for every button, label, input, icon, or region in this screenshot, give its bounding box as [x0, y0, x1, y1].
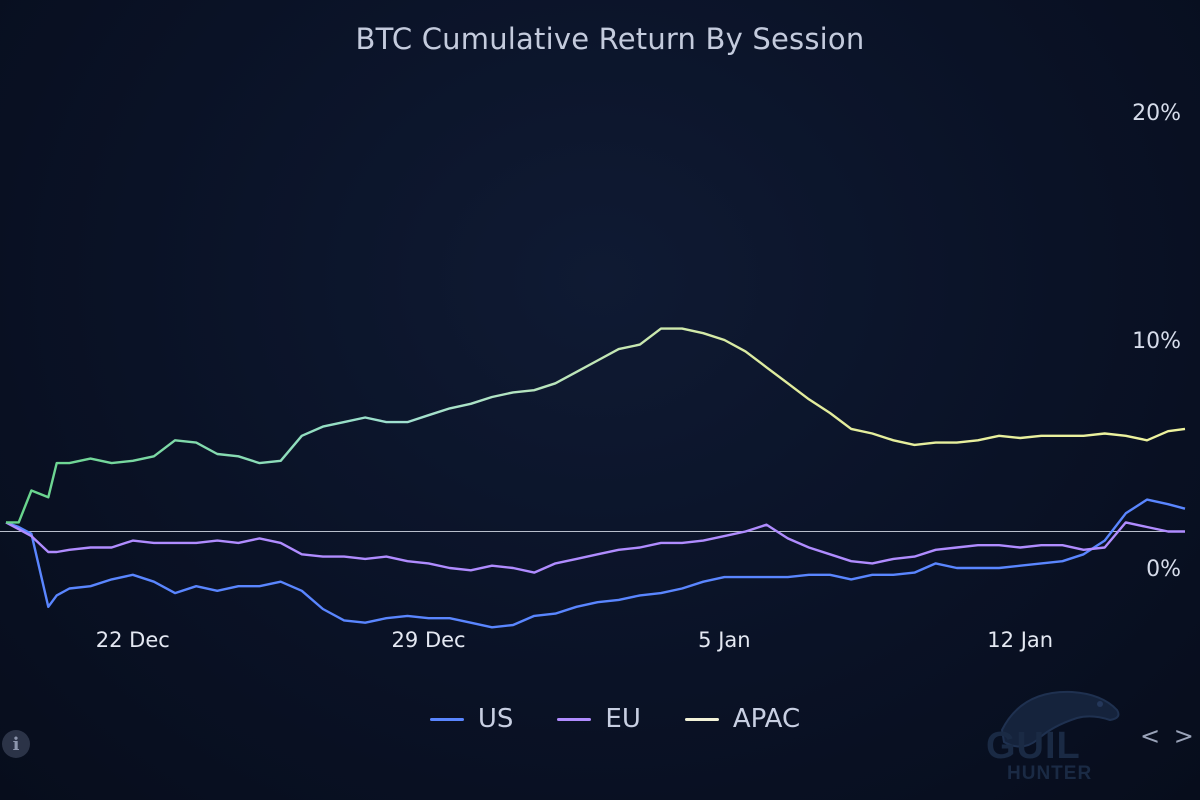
y-tick-label: 20%: [1132, 101, 1181, 126]
legend-swatch-apac: [684, 717, 719, 721]
legend-item-eu[interactable]: EU: [557, 704, 641, 734]
lizard-logo-icon: [1000, 690, 1120, 748]
chart-title: BTC Cumulative Return By Session: [355, 22, 865, 56]
x-tick-label: 22 Dec: [96, 628, 170, 652]
logo-text: GUIL: [986, 725, 1081, 767]
legend-label-us: US: [477, 704, 514, 734]
series-line-eu: [5, 521, 1185, 574]
legend-label-apac: APAC: [732, 704, 801, 734]
nav-arrows-icon[interactable]: < >: [1140, 722, 1197, 750]
series-line-apac: [6, 327, 1186, 524]
legend: US EU APAC: [0, 704, 1200, 734]
legend-item-us[interactable]: US: [429, 704, 514, 734]
legend-label-eu: EU: [605, 704, 641, 734]
y-tick-label: 0%: [1146, 557, 1181, 582]
legend-item-apac[interactable]: APAC: [684, 704, 801, 734]
x-tick-label: 5 Jan: [698, 628, 750, 652]
logo-subtext: HUNTER: [1007, 763, 1093, 784]
legend-swatch-us: [429, 717, 464, 721]
legend-swatch-eu: [557, 717, 592, 721]
info-icon[interactable]: i: [2, 730, 30, 758]
series-line-us: [5, 498, 1186, 629]
y-tick-label: 10%: [1132, 329, 1181, 354]
x-tick-label: 29 Dec: [392, 628, 466, 652]
x-tick-label: 12 Jan: [987, 628, 1053, 652]
